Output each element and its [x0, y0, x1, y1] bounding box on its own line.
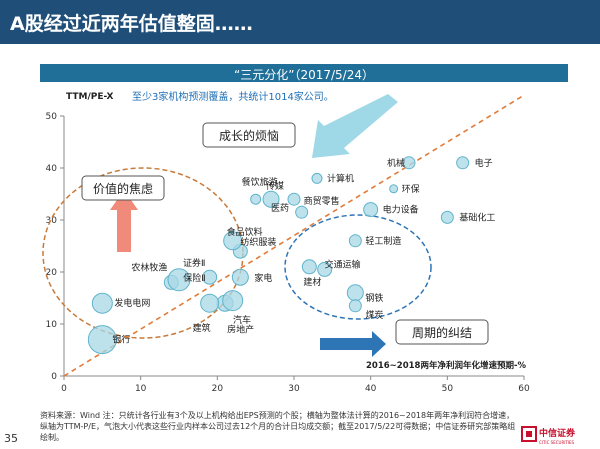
bubble-point: [402, 156, 416, 170]
bubble-chart: 0 10 20 30 40 50 60 0 10 20 30 40 50 TTM/PE-X 2016~201…: [42, 90, 530, 394]
bubble-point: [91, 292, 113, 314]
bubble-point: [389, 184, 399, 194]
bubble-point: [301, 259, 317, 275]
bubble-label: 轻工制造: [365, 235, 401, 247]
slide-title: A股经过近两年估值整固……: [10, 13, 253, 35]
bubble-point: [346, 284, 364, 302]
bubble-label: 建材: [303, 276, 321, 288]
bubble-label: 电力设备: [383, 204, 419, 216]
bubble-label: 农林牧渔: [131, 261, 167, 273]
value-arrow-icon: [110, 190, 138, 252]
bubble-label: 发电电网: [114, 297, 150, 309]
x-axis-label: 2016~2018两年净利润年化增速预期-%: [366, 360, 526, 371]
bubble-label: 食品饮料: [227, 226, 263, 238]
bubble-point: [223, 231, 243, 251]
bubble-label: 建筑: [193, 322, 211, 334]
y-tick-label: 30: [46, 216, 58, 226]
bubble-label: 电子: [475, 157, 493, 169]
bubble-label: 基础化工: [459, 211, 495, 223]
bubble-point: [363, 202, 379, 218]
bubble-point: [348, 234, 362, 248]
growth-label: 成长的烦恼: [219, 128, 279, 143]
bubble-label: 计算机: [327, 172, 354, 184]
value-box: [81, 175, 165, 201]
y-tick-label: 50: [46, 112, 58, 122]
bubble-label: 银行: [112, 334, 130, 346]
bubble-label: 纺织服装: [240, 236, 276, 248]
bubble-label: 房地产: [227, 324, 254, 336]
bubble-point: [87, 325, 117, 355]
bubble-label: 交通运输: [325, 258, 361, 270]
x-tick-label: 40: [365, 384, 377, 394]
bubble-label: 餐饮旅游: [242, 176, 278, 188]
bubble-point: [348, 299, 362, 313]
x-tick-label: 50: [442, 384, 454, 394]
citic-emblem-icon: [521, 426, 537, 442]
bubble-point: [287, 192, 301, 206]
cycle-label: 周期的纠结: [412, 325, 472, 340]
footnote: 资料来源：Wind 注：只统计各行业有3个及以上机构给出EPS预测的个股；横轴为…: [40, 411, 516, 442]
citic-logo: 中信证券 CITIC SECURITIES: [521, 426, 576, 445]
bubble-label: 商贸零售: [304, 195, 340, 207]
coverage-note: 至少3家机构预测覆盖，共统计1014家公司。: [132, 90, 334, 103]
bubble-label: 医药: [271, 203, 289, 214]
bubble-point: [200, 293, 220, 313]
subtitle-bar: “三元分化”（2017/5/24）: [40, 64, 568, 82]
page-number: 35: [4, 432, 18, 445]
logo-cn: 中信证券: [539, 427, 576, 439]
bubble-point: [456, 156, 470, 170]
bubble-label: 传媒: [266, 180, 284, 192]
bubble-point: [222, 290, 244, 312]
bubble-label: 煤炭: [365, 309, 383, 321]
cycle-oval: [284, 214, 432, 320]
bubble-label: 汽车: [233, 314, 251, 326]
axes: 0 10 20 30 40 50 60 0 10 20 30 40 50 TTM/PE-X 2016~201…: [46, 90, 530, 394]
bubble-point: [440, 210, 454, 224]
y-tick-label: 20: [46, 268, 58, 278]
bubble-point: [262, 190, 280, 208]
bubble-point: [295, 205, 309, 219]
x-tick-label: 30: [288, 384, 300, 394]
x-tick-label: 10: [135, 384, 147, 394]
x-tick-label: 20: [212, 384, 224, 394]
y-tick-label: 40: [46, 164, 58, 174]
bubbles: [87, 156, 470, 355]
cycle-arrow-icon: [320, 331, 386, 357]
bubble-point: [167, 268, 191, 292]
bubble-point: [311, 172, 323, 184]
bubble-point: [250, 193, 262, 205]
bubble-label: 机械: [387, 157, 405, 169]
title-bar: A股经过近两年估值整固……: [0, 0, 600, 44]
y-tick-label: 10: [46, 320, 58, 330]
logo-en: CITIC SECURITIES: [539, 440, 575, 445]
growth-arrow-icon: [312, 94, 398, 158]
bubble-point: [317, 261, 333, 277]
bubble-label: 家电: [254, 272, 272, 284]
x-tick-label: 0: [61, 384, 67, 394]
y-axis-label: TTM/PE-X: [66, 92, 113, 102]
bubble-label: 保险Ⅱ: [183, 272, 205, 284]
value-label: 价值的焦虑: [93, 181, 153, 196]
x-tick-label: 60: [518, 384, 530, 394]
slide-subtitle: “三元分化”（2017/5/24）: [234, 68, 374, 82]
bubble-label: 钢铁: [365, 292, 383, 304]
bubble-label: 环保: [402, 183, 420, 195]
bubble-point: [231, 268, 249, 286]
y-tick-label: 0: [51, 372, 57, 382]
growth-box: [202, 122, 296, 148]
cycle-box: [395, 319, 489, 345]
bubble-label: 证券Ⅱ: [183, 257, 205, 269]
bubble-point: [202, 269, 218, 285]
